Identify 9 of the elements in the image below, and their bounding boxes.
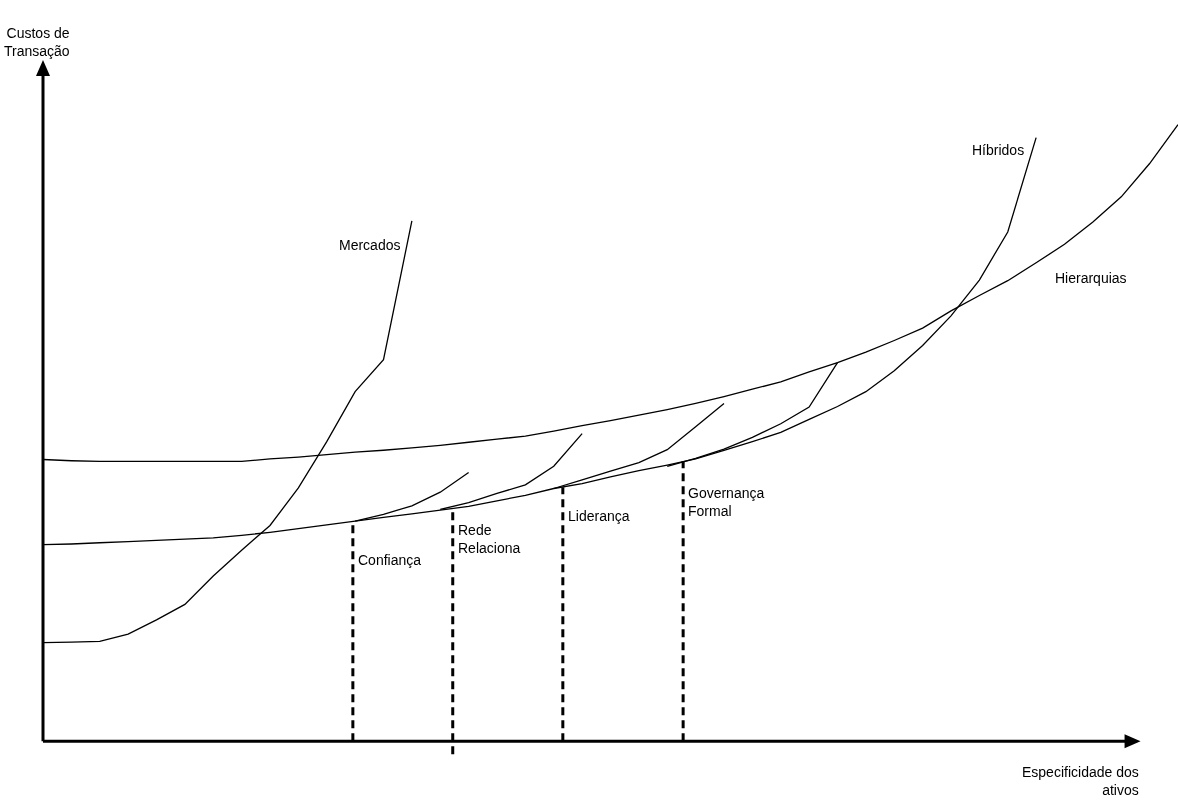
y-axis-title: Custos de Transação [4,25,70,60]
annotation: Confiança [358,552,422,568]
series-label: Hierarquias [1055,270,1127,286]
annotation: Rede Relaciona [458,522,521,557]
annotation: Liderança [568,508,630,524]
annotation: Governança Formal [688,485,765,520]
series-label: Híbridos [972,142,1025,158]
x-axis-title: Especificidade dos ativos [1022,764,1139,799]
series-label: Mercados [339,237,401,253]
